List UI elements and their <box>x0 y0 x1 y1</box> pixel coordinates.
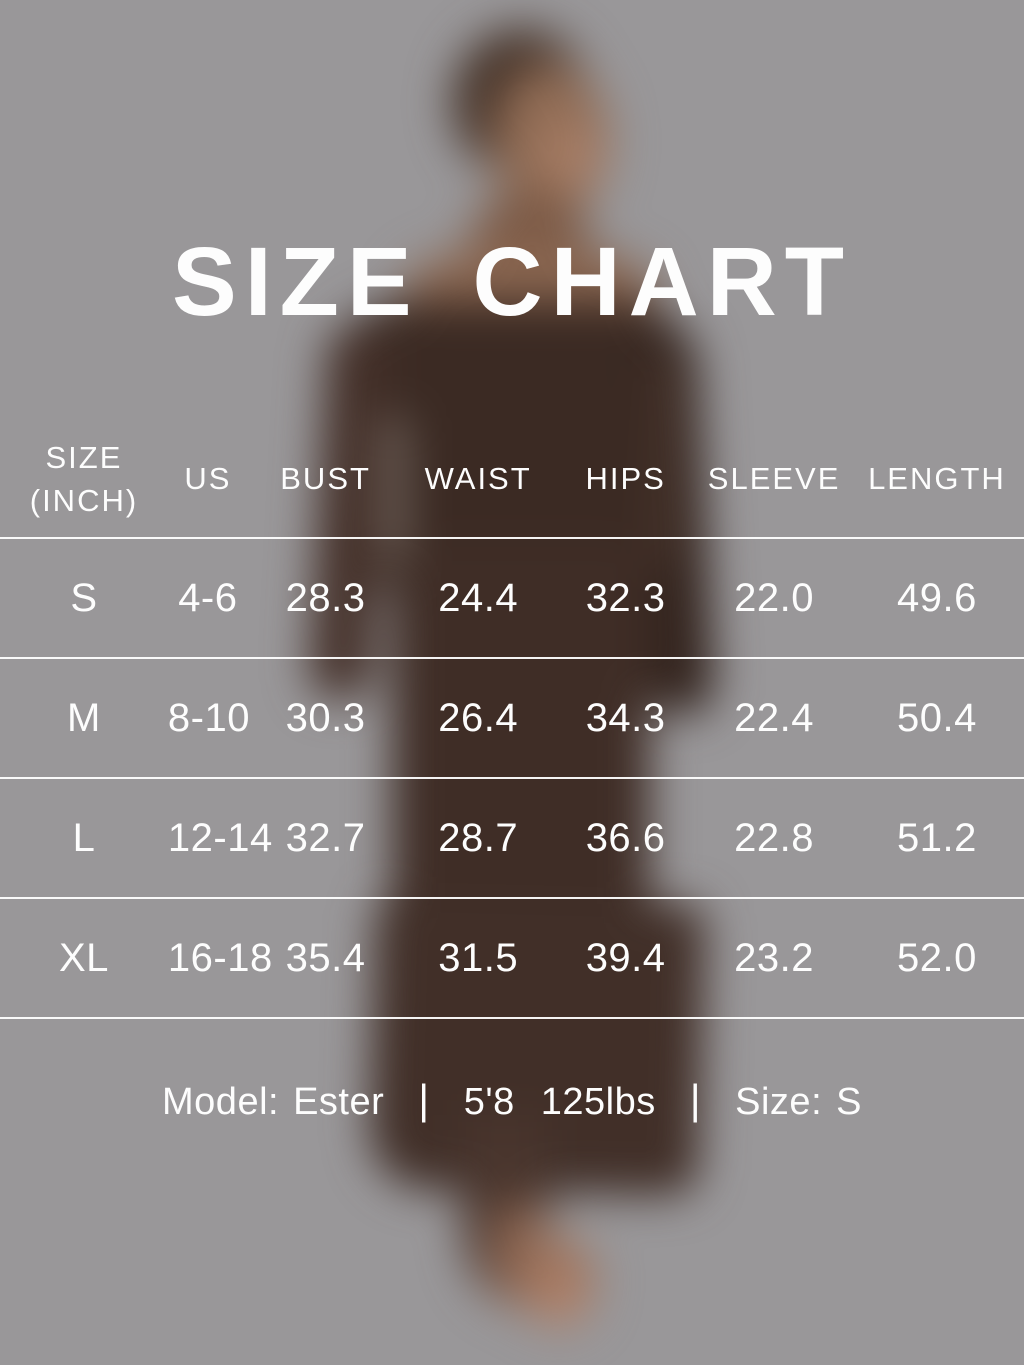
table-cell: 30.3 <box>247 658 404 779</box>
header-sleeve: SLEEVE <box>698 421 850 539</box>
table-cell: 28.3 <box>247 538 404 659</box>
model-name: Ester <box>293 1080 385 1123</box>
header-waist: WAIST <box>403 421 553 539</box>
model-height: 5'8 <box>463 1080 515 1123</box>
table-cell: 24.4 <box>403 538 553 659</box>
header-us: US <box>167 421 248 539</box>
model-toes <box>536 1282 584 1324</box>
table-cell: 22.0 <box>698 538 850 659</box>
model-cheek-highlight <box>540 118 602 193</box>
model-info-caption: Model: Ester | 5'8 125lbs | Size: S <box>0 1062 1024 1142</box>
header-size-label: SIZE <box>45 440 123 475</box>
table-row-m: M 8-10 30.3 26.4 34.3 22.4 50.4 <box>0 658 1024 779</box>
table-cell: 49.6 <box>849 538 1024 659</box>
model-weight: 125lbs <box>540 1080 656 1123</box>
table-cell: 52.0 <box>849 898 1024 1019</box>
model-stats: 5'8 125lbs <box>464 1081 656 1124</box>
table-cell: 32.3 <box>552 538 699 659</box>
table-row-s: S 4-6 28.3 24.4 32.3 22.0 49.6 <box>0 538 1024 659</box>
size-value: S <box>836 1080 862 1123</box>
table-cell: 50.4 <box>849 658 1024 779</box>
table-cell: 12-14 <box>167 778 272 899</box>
table-cell: 28.7 <box>403 778 553 899</box>
table-cell: 8-10 <box>167 658 249 779</box>
table-cell: S <box>0 538 168 659</box>
table-row-l: L 12-14 32.7 28.7 36.6 22.8 51.2 <box>0 778 1024 899</box>
header-size-inch: SIZE (INCH) <box>0 421 168 539</box>
table-cell: 23.2 <box>698 898 850 1019</box>
table-cell: XL <box>0 898 168 1019</box>
table-cell: 34.3 <box>552 658 699 779</box>
table-cell: 4-6 <box>167 538 248 659</box>
table-row-xl: XL 16-18 35.4 31.5 39.4 23.2 52.0 <box>0 898 1024 1019</box>
table-cell: 36.6 <box>552 778 699 899</box>
size-label: Size: <box>735 1080 823 1123</box>
table-cell: M <box>0 658 168 779</box>
table-cell: 51.2 <box>849 778 1024 899</box>
model-size: Size: S <box>735 1081 862 1124</box>
table-cell: 31.5 <box>403 898 553 1019</box>
table-cell: 26.4 <box>403 658 553 779</box>
table-cell: 32.7 <box>247 778 404 899</box>
table-cell: L <box>0 778 168 899</box>
table-cell: 16-18 <box>167 898 272 1019</box>
size-table: SIZE (INCH) US BUST WAIST HIPS SLEEVE LE… <box>0 421 1024 1019</box>
table-cell: 39.4 <box>552 898 699 1019</box>
page-title: SIZE CHART <box>172 227 852 336</box>
header-inch-label: (INCH) <box>29 483 139 518</box>
model-label: Model: <box>162 1080 280 1123</box>
divider-pipe: | <box>418 1076 430 1123</box>
table-cell: 22.8 <box>698 778 850 899</box>
table-cell: 35.4 <box>247 898 404 1019</box>
model-info: Model: Ester <box>162 1081 384 1124</box>
table-cell: 22.4 <box>698 658 850 779</box>
header-bust: BUST <box>247 421 404 539</box>
header-length: LENGTH <box>849 421 1024 539</box>
header-hips: HIPS <box>552 421 699 539</box>
table-header-row: SIZE (INCH) US BUST WAIST HIPS SLEEVE LE… <box>0 421 1024 539</box>
divider-pipe: | <box>689 1076 702 1123</box>
